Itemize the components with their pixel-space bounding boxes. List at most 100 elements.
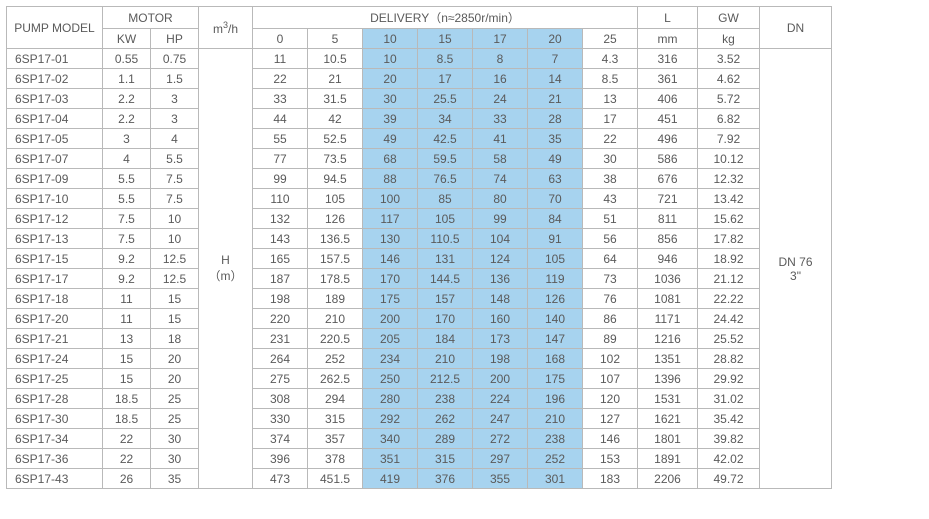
cell-L: 856 [638, 229, 698, 249]
cell-d5: 451.5 [308, 469, 363, 489]
cell-hp: 7.5 [151, 169, 199, 189]
cell-d0: 220 [253, 309, 308, 329]
cell-d20: 49 [528, 149, 583, 169]
cell-d15: 238 [418, 389, 473, 409]
cell-GW: 12.32 [698, 169, 760, 189]
cell-d0: 33 [253, 89, 308, 109]
cell-d5: 315 [308, 409, 363, 429]
table-row: 6SP17-179.212.5187178.5170144.5136119731… [7, 269, 832, 289]
table-header: PUMP MODEL MOTOR m3/h DELIVERY（n≈2850r/m… [7, 7, 832, 49]
cell-GW: 22.22 [698, 289, 760, 309]
cell-L: 721 [638, 189, 698, 209]
cell-d17: 200 [473, 369, 528, 389]
hdr-d25: 25 [583, 29, 638, 49]
cell-d15: 184 [418, 329, 473, 349]
table-row: 6SP17-342230374357340289272238146180139.… [7, 429, 832, 449]
cell-d25: 86 [583, 309, 638, 329]
cell-kw: 22 [103, 449, 151, 469]
cell-GW: 28.82 [698, 349, 760, 369]
hdr-GW-unit: kg [698, 29, 760, 49]
cell-d0: 187 [253, 269, 308, 289]
cell-kw: 4 [103, 149, 151, 169]
cell-d5: 94.5 [308, 169, 363, 189]
cell-hp: 15 [151, 309, 199, 329]
cell-d25: 153 [583, 449, 638, 469]
cell-d17: 124 [473, 249, 528, 269]
cell-d20: 91 [528, 229, 583, 249]
cell-d17: 16 [473, 69, 528, 89]
cell-d5: 42 [308, 109, 363, 129]
cell-d25: 8.5 [583, 69, 638, 89]
cell-d10: 280 [363, 389, 418, 409]
cell-d17: 74 [473, 169, 528, 189]
cell-d10: 351 [363, 449, 418, 469]
cell-d20: 105 [528, 249, 583, 269]
cell-d25: 22 [583, 129, 638, 149]
cell-model: 6SP17-03 [7, 89, 103, 109]
cell-d25: 146 [583, 429, 638, 449]
cell-d10: 49 [363, 129, 418, 149]
cell-kw: 5.5 [103, 189, 151, 209]
cell-d5: 105 [308, 189, 363, 209]
cell-d15: 157 [418, 289, 473, 309]
cell-d15: 76.5 [418, 169, 473, 189]
cell-model: 6SP17-05 [7, 129, 103, 149]
cell-model: 6SP17-30 [7, 409, 103, 429]
cell-GW: 21.12 [698, 269, 760, 289]
cell-L: 1081 [638, 289, 698, 309]
cell-d25: 120 [583, 389, 638, 409]
table-row: 6SP17-251520275262.5250212.5200175107139… [7, 369, 832, 389]
cell-d15: 212.5 [418, 369, 473, 389]
cell-d15: 42.5 [418, 129, 473, 149]
cell-hp: 1.5 [151, 69, 199, 89]
cell-L: 451 [638, 109, 698, 129]
cell-d0: 165 [253, 249, 308, 269]
cell-d25: 183 [583, 469, 638, 489]
table-row: 6SP17-021.11.52221201716148.53614.62 [7, 69, 832, 89]
cell-d5: 294 [308, 389, 363, 409]
cell-d17: 41 [473, 129, 528, 149]
cell-d15: 85 [418, 189, 473, 209]
cell-d0: 110 [253, 189, 308, 209]
cell-d25: 43 [583, 189, 638, 209]
cell-d25: 64 [583, 249, 638, 269]
cell-hp: 12.5 [151, 269, 199, 289]
cell-kw: 18.5 [103, 409, 151, 429]
cell-d0: 99 [253, 169, 308, 189]
cell-L: 1036 [638, 269, 698, 289]
cell-kw: 3 [103, 129, 151, 149]
hdr-L-unit: mm [638, 29, 698, 49]
table-row: 6SP17-20111522021020017016014086117124.4… [7, 309, 832, 329]
cell-d25: 73 [583, 269, 638, 289]
cell-hp: 30 [151, 429, 199, 449]
cell-GW: 4.62 [698, 69, 760, 89]
cell-kw: 2.2 [103, 89, 151, 109]
cell-d17: 136 [473, 269, 528, 289]
cell-kw: 2.2 [103, 109, 151, 129]
cell-GW: 18.92 [698, 249, 760, 269]
cell-model: 6SP17-04 [7, 109, 103, 129]
cell-hp: 35 [151, 469, 199, 489]
cell-d5: 73.5 [308, 149, 363, 169]
cell-d0: 275 [253, 369, 308, 389]
cell-d17: 58 [473, 149, 528, 169]
cell-model: 6SP17-12 [7, 209, 103, 229]
cell-d20: 301 [528, 469, 583, 489]
cell-L: 1351 [638, 349, 698, 369]
cell-kw: 15 [103, 349, 151, 369]
cell-d15: 144.5 [418, 269, 473, 289]
cell-GW: 6.82 [698, 109, 760, 129]
cell-d15: 315 [418, 449, 473, 469]
cell-d25: 107 [583, 369, 638, 389]
cell-model: 6SP17-13 [7, 229, 103, 249]
cell-hp: 25 [151, 409, 199, 429]
cell-hp: 10 [151, 229, 199, 249]
cell-d25: 38 [583, 169, 638, 189]
table-row: 6SP17-05345552.54942.54135224967.92 [7, 129, 832, 149]
cell-d20: 14 [528, 69, 583, 89]
cell-d5: 157.5 [308, 249, 363, 269]
cell-H-label: H（m） [199, 49, 253, 489]
cell-model: 6SP17-01 [7, 49, 103, 69]
cell-L: 361 [638, 69, 698, 89]
cell-hp: 3 [151, 109, 199, 129]
